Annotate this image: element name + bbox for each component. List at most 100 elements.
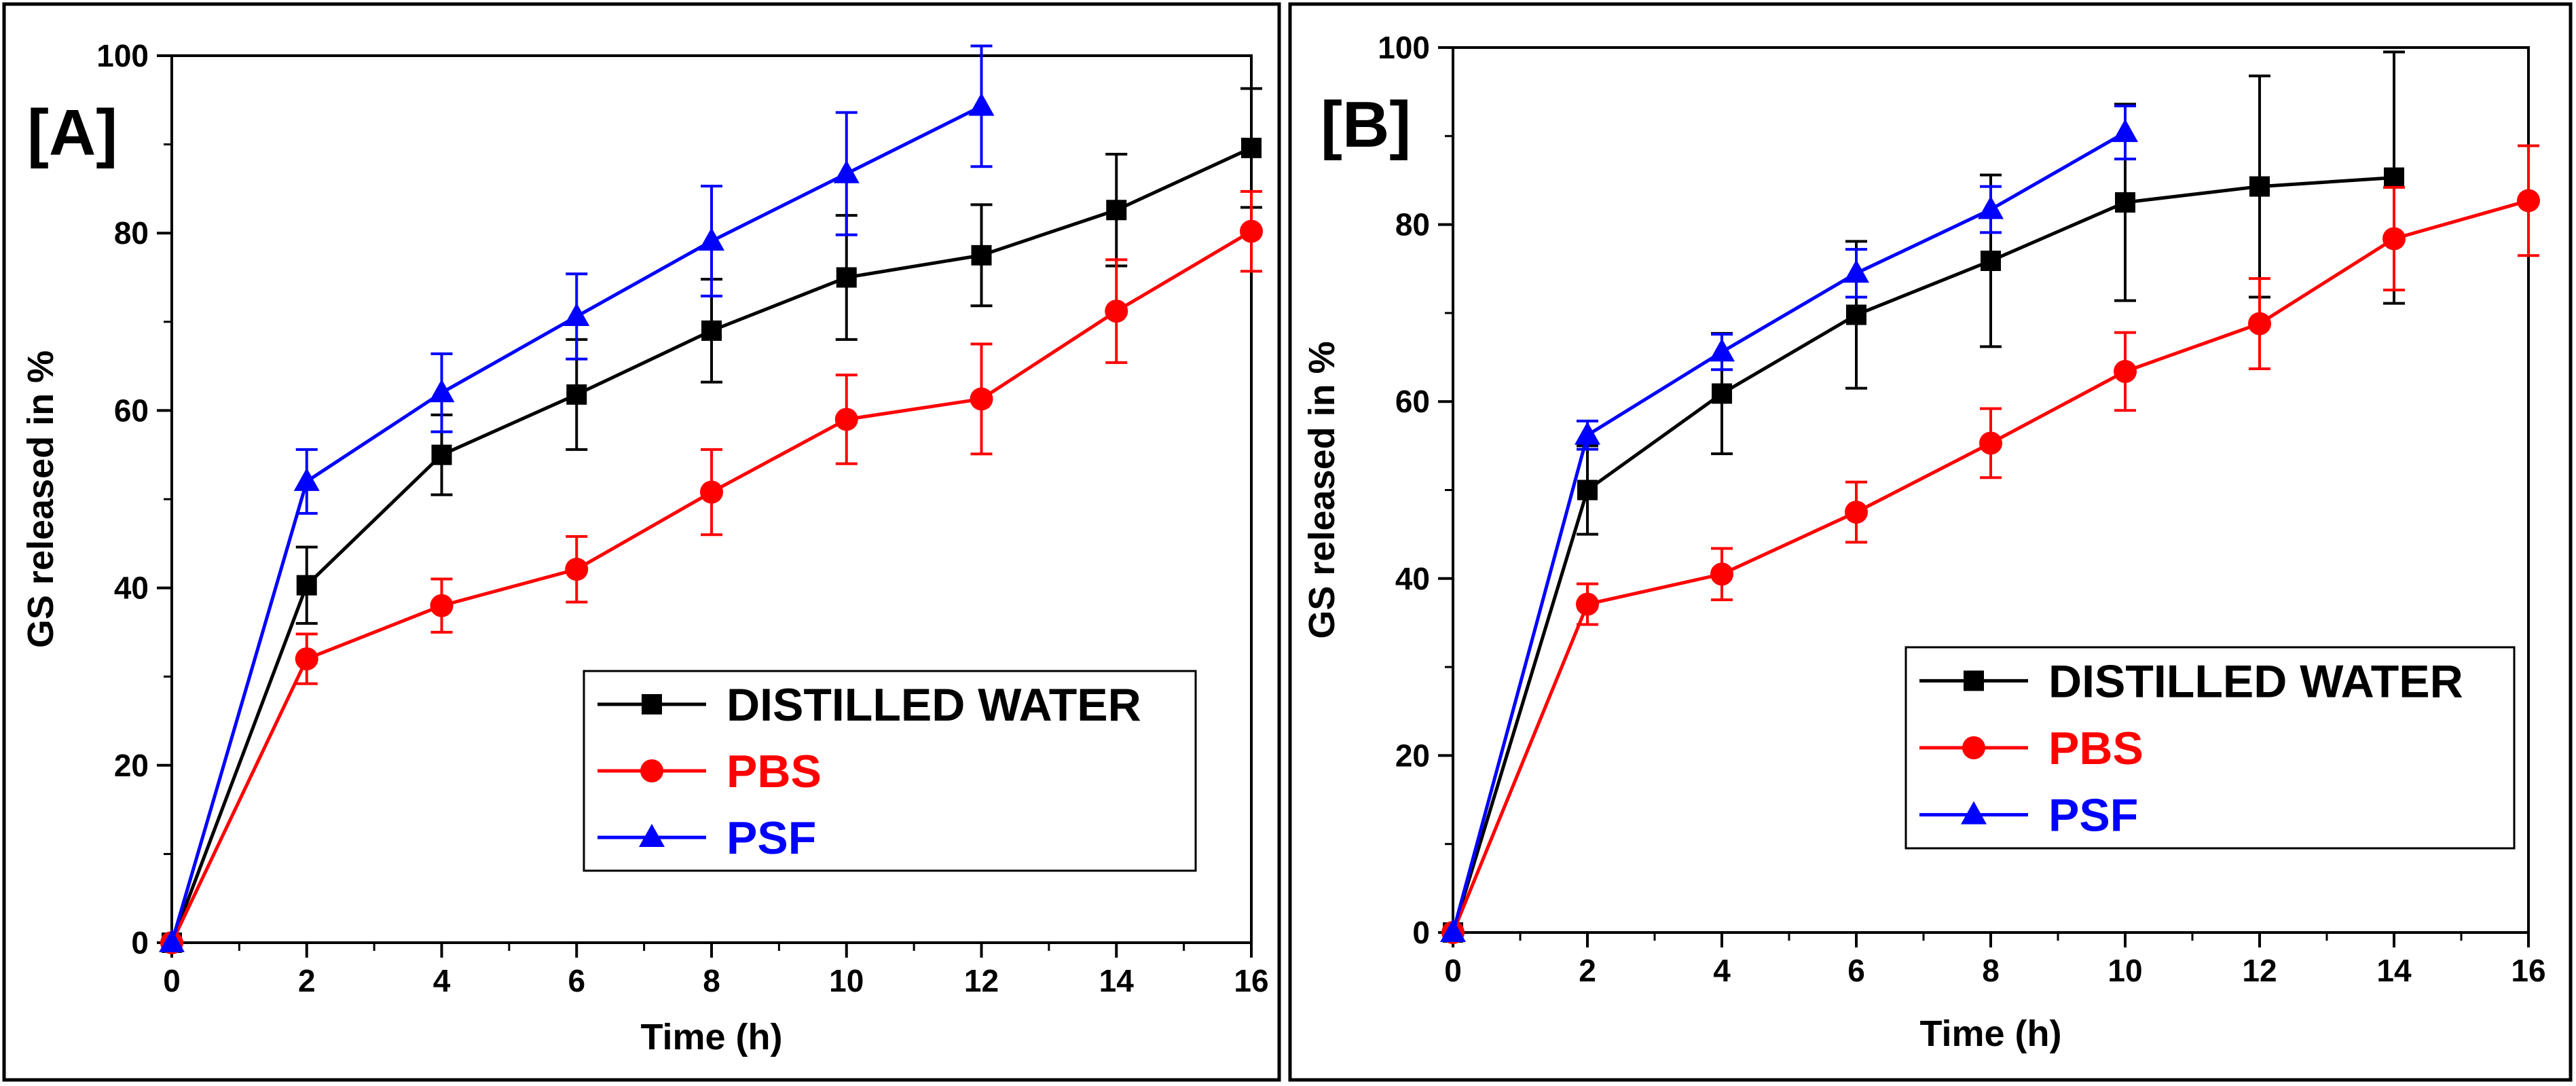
x-tick-label: 4 [433, 963, 451, 998]
x-tick-label: 10 [2108, 953, 2142, 988]
legend-marker [1964, 670, 1984, 691]
data-point [564, 302, 590, 326]
y-tick-label: 40 [114, 571, 149, 606]
y-axis-title: GS released in % [20, 350, 61, 648]
x-tick-label: 10 [829, 963, 864, 998]
series-psf [159, 44, 995, 952]
data-point [2114, 359, 2137, 383]
data-point [970, 387, 993, 411]
y-tick-label: 20 [114, 748, 149, 783]
data-point [1709, 338, 1735, 362]
legend-label: PBS [726, 746, 822, 797]
panel-label: [A] [27, 96, 117, 169]
data-point [2384, 167, 2404, 188]
legend-label: PSF [726, 812, 816, 864]
data-point [1575, 421, 1600, 445]
data-point [1978, 196, 2004, 219]
x-tick-label: 6 [1847, 953, 1865, 988]
x-tick-label: 16 [2511, 953, 2545, 988]
y-axis-title: GS released in % [1302, 341, 1342, 638]
legend-marker [640, 759, 663, 782]
legend-label: DISTILLED WATER [2048, 655, 2463, 707]
data-point [293, 467, 320, 491]
x-tick-label: 14 [2376, 953, 2412, 988]
y-tick-label: 100 [96, 38, 149, 73]
y-tick-label: 80 [114, 215, 149, 251]
legend: DISTILLED WATER PBS PSF [583, 670, 1197, 872]
legend-label: PBS [2048, 723, 2143, 774]
series-psf [1440, 104, 2138, 942]
data-point [2248, 312, 2271, 336]
data-point [565, 558, 589, 581]
data-point [836, 267, 857, 288]
series-line [1451, 130, 2127, 933]
data-point [2112, 119, 2138, 143]
data-point [1241, 137, 1262, 158]
data-point [699, 227, 724, 251]
data-point [701, 320, 722, 341]
x-axis-title: Time (h) [1919, 1013, 2061, 1054]
series-distilled-water [162, 87, 1262, 953]
x-tick-label: 0 [163, 963, 181, 998]
legend-marker [1962, 736, 1985, 759]
x-axis-title: Time (h) [640, 1017, 782, 1057]
data-point [1240, 219, 1263, 243]
y-tick-label: 20 [1395, 738, 1430, 773]
panel-frame [2, 2, 1281, 1082]
x-tick-label: 16 [1234, 963, 1268, 998]
data-point [1979, 431, 2002, 455]
data-point [700, 480, 723, 504]
legend-marker [1961, 801, 1987, 825]
y-tick-label: 80 [1395, 207, 1430, 242]
chart-panel-b: 0 2 4 6 8 10 12 14 16 0 20 40 60 80 100 Time (h) GS rele… [1288, 2, 2573, 1082]
x-tick-label: 8 [1982, 953, 2000, 988]
x-tick-label: 8 [703, 963, 720, 998]
chart-panel-a: 0 2 4 6 8 10 12 14 16 0 20 40 60 80 100 Time (h) GS rele… [2, 2, 1281, 1082]
legend-marker [639, 824, 665, 847]
x-tick-label: 2 [1579, 953, 1596, 988]
data-point [1845, 501, 1868, 524]
panel-label: [B] [1321, 88, 1411, 161]
data-point [1846, 304, 1866, 325]
data-point [431, 444, 452, 465]
data-point [1710, 562, 1733, 586]
data-point [971, 245, 992, 266]
x-tick-label: 12 [964, 963, 999, 998]
x-tick-label: 14 [1099, 963, 1135, 998]
data-point [1712, 383, 1732, 404]
y-tick-label: 40 [1395, 561, 1430, 596]
legend-label: PSF [2048, 790, 2138, 841]
data-point [566, 384, 587, 405]
data-point [1106, 200, 1127, 221]
data-point [834, 408, 858, 431]
y-tick-label: 0 [1412, 915, 1430, 950]
data-point [296, 575, 317, 596]
series-line [1451, 176, 2395, 933]
data-point [2249, 176, 2270, 197]
data-point [1105, 300, 1128, 323]
x-tick-label: 6 [568, 963, 585, 998]
data-point [1440, 919, 1466, 942]
data-point [2115, 192, 2135, 213]
y-tick-label: 60 [114, 393, 149, 428]
data-point [295, 647, 318, 671]
series-distilled-water [1443, 50, 2405, 943]
data-point [1843, 259, 1869, 283]
legend-marker [642, 694, 662, 714]
legend-label: DISTILLED WATER [726, 679, 1141, 731]
data-point [1981, 251, 2001, 272]
legend: DISTILLED WATER PBS PSF [1905, 646, 2516, 850]
series-pbs [160, 189, 1263, 954]
x-tick-label: 4 [1713, 953, 1731, 988]
y-tick-label: 60 [1395, 384, 1430, 419]
y-tick-label: 0 [131, 925, 149, 960]
data-point [2517, 189, 2540, 213]
data-point [2382, 227, 2406, 251]
x-tick-label: 2 [298, 963, 316, 998]
x-tick-label: 0 [1444, 953, 1462, 988]
data-point [1576, 592, 1599, 616]
data-point [430, 594, 454, 617]
data-point [159, 929, 185, 952]
data-point [1577, 479, 1598, 501]
